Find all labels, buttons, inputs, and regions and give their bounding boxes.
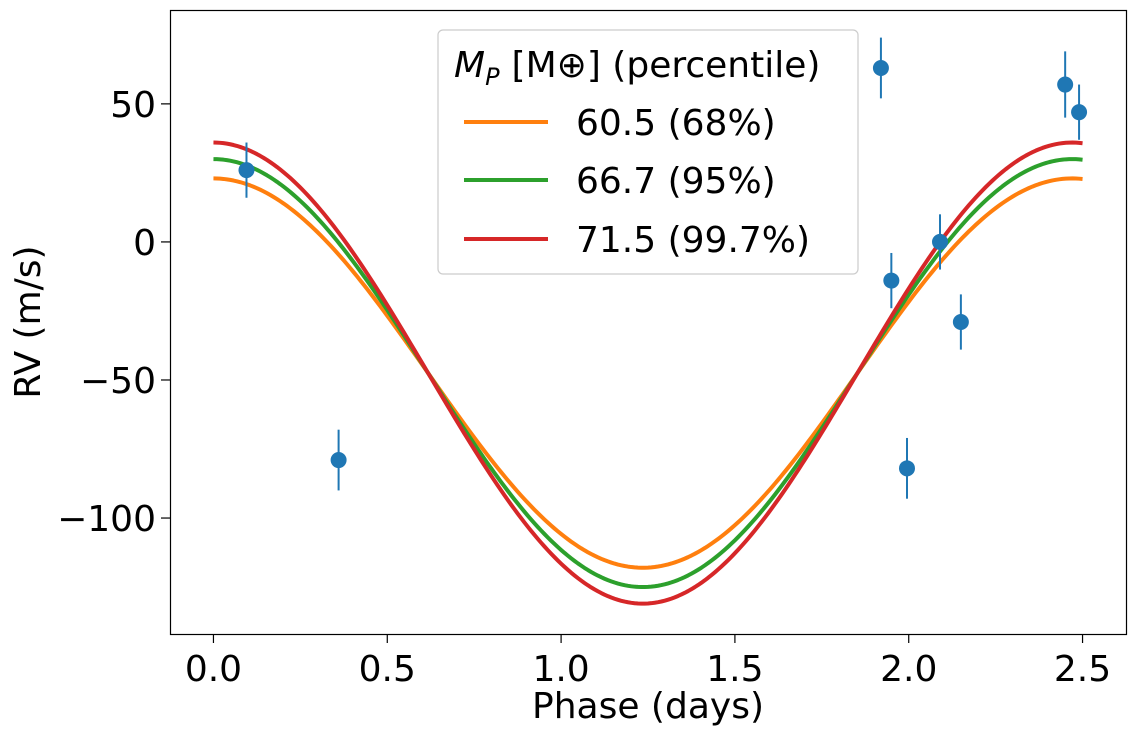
legend-title-rest: [M⊕] (percentile) xyxy=(512,45,821,86)
data-points xyxy=(238,37,1088,499)
model-curve-2 xyxy=(213,157,1083,590)
x-tick-label: 1.0 xyxy=(532,649,589,690)
data-point xyxy=(1071,104,1088,121)
x-axis-ticks: 0.0 0.5 1.0 1.5 2.0 2.5 xyxy=(185,634,1111,690)
y-axis-label: RV (m/s) xyxy=(8,245,49,398)
legend: MP [M⊕] (percentile) 60.5 (68%) 66.7 (95%… xyxy=(437,29,859,275)
legend-title-symbol: M xyxy=(454,45,485,86)
data-point xyxy=(898,460,915,477)
data-point xyxy=(330,452,347,469)
legend-entry-1: 60.5 (68%) xyxy=(576,103,776,144)
data-point xyxy=(952,314,969,330)
y-tick-label: −100 xyxy=(57,499,156,540)
legend-box xyxy=(437,29,859,275)
y-tick-label: 0 xyxy=(133,223,156,264)
y-axis-ticks: −100 −50 0 50 xyxy=(57,85,170,540)
data-point xyxy=(932,233,949,250)
plot-frame xyxy=(169,9,1128,636)
x-tick-label: 0.5 xyxy=(359,649,416,690)
legend-title: MP [M⊕] (percentile) xyxy=(454,45,820,91)
legend-title-subscript: P xyxy=(485,63,500,91)
data-point xyxy=(1057,76,1074,93)
model-curve-1 xyxy=(213,176,1083,570)
y-tick-label: −50 xyxy=(80,361,156,402)
x-tick-label: 2.0 xyxy=(880,649,937,690)
data-point xyxy=(883,272,900,289)
legend-entry-3: 71.5 (99.7%) xyxy=(576,220,810,261)
x-tick-label: 2.5 xyxy=(1054,649,1111,690)
x-tick-label: 1.5 xyxy=(706,649,763,690)
legend-entry-2: 66.7 (95%) xyxy=(576,161,776,202)
y-tick-label: 50 xyxy=(110,85,156,126)
data-point xyxy=(238,162,255,179)
x-tick-label: 0.0 xyxy=(185,649,242,690)
data-point xyxy=(872,59,889,76)
x-axis-label: Phase (days) xyxy=(532,686,764,727)
